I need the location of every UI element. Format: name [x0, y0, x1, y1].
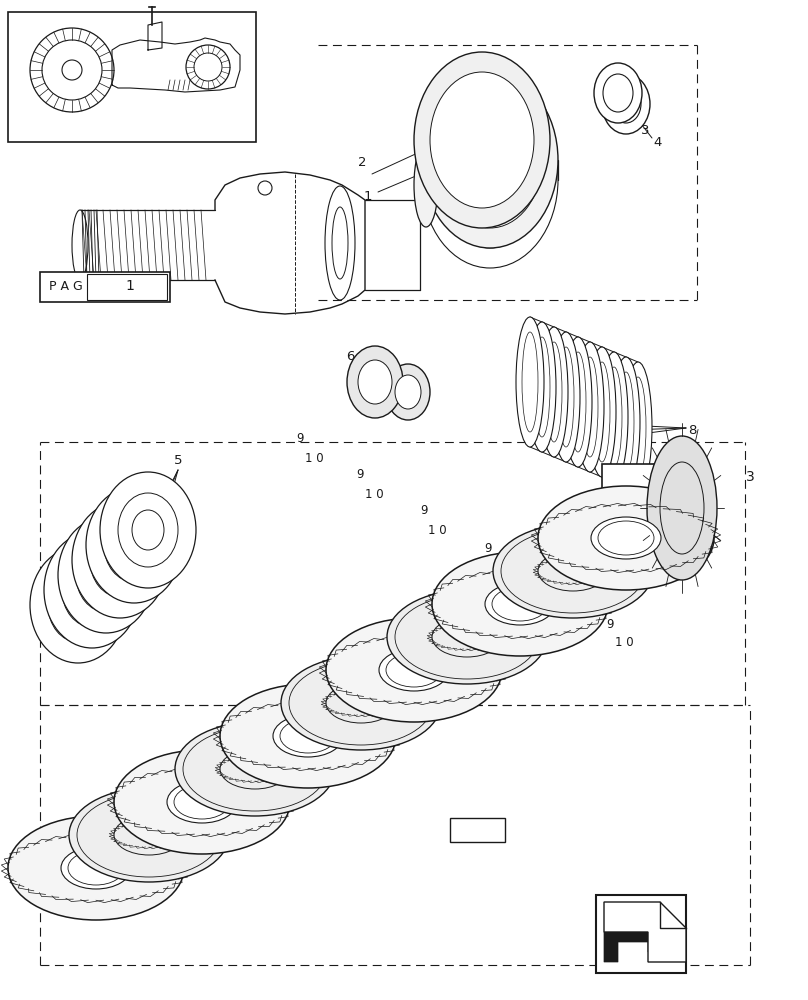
Ellipse shape — [422, 72, 558, 248]
Ellipse shape — [72, 502, 168, 618]
Ellipse shape — [72, 210, 88, 280]
Text: 3: 3 — [746, 470, 755, 484]
Ellipse shape — [564, 337, 592, 467]
Ellipse shape — [258, 181, 272, 195]
Ellipse shape — [528, 322, 556, 452]
Text: 9: 9 — [297, 432, 304, 444]
Ellipse shape — [603, 74, 633, 112]
Ellipse shape — [624, 362, 652, 492]
Text: 1 0: 1 0 — [615, 636, 633, 648]
Ellipse shape — [552, 332, 580, 462]
Ellipse shape — [326, 618, 502, 722]
Text: 9: 9 — [420, 504, 427, 516]
Ellipse shape — [86, 487, 182, 603]
Text: 1 0: 1 0 — [490, 560, 509, 574]
Ellipse shape — [516, 317, 544, 447]
Polygon shape — [604, 902, 686, 962]
Ellipse shape — [432, 552, 608, 656]
Ellipse shape — [538, 486, 714, 590]
Text: 1: 1 — [125, 279, 134, 293]
Bar — [40, 272, 170, 302]
Text: 9: 9 — [606, 617, 614, 631]
Ellipse shape — [387, 590, 547, 684]
Ellipse shape — [347, 346, 403, 418]
Text: 1 0: 1 0 — [427, 524, 446, 536]
Ellipse shape — [114, 750, 290, 854]
Ellipse shape — [273, 715, 343, 757]
Ellipse shape — [175, 722, 335, 816]
Ellipse shape — [379, 649, 449, 691]
Ellipse shape — [61, 847, 131, 889]
Text: 1 0: 1 0 — [553, 597, 571, 610]
Ellipse shape — [588, 347, 616, 477]
Ellipse shape — [611, 85, 641, 123]
Text: 7: 7 — [368, 358, 377, 370]
Text: 1 0: 1 0 — [364, 488, 383, 500]
Text: 9: 9 — [484, 542, 492, 554]
Ellipse shape — [325, 186, 355, 300]
Bar — [8, 12, 256, 142]
Ellipse shape — [281, 656, 441, 750]
Polygon shape — [604, 915, 678, 962]
Bar — [602, 464, 678, 492]
Ellipse shape — [69, 788, 229, 882]
Ellipse shape — [647, 436, 717, 580]
Text: 1: 1 — [364, 190, 372, 202]
Ellipse shape — [485, 583, 555, 625]
Ellipse shape — [395, 375, 421, 409]
Ellipse shape — [30, 547, 126, 663]
Ellipse shape — [576, 342, 604, 472]
Ellipse shape — [414, 143, 438, 227]
Text: P A G: P A G — [49, 279, 83, 292]
Ellipse shape — [220, 684, 396, 788]
Bar — [87, 274, 167, 300]
Ellipse shape — [358, 360, 392, 404]
Ellipse shape — [602, 74, 650, 134]
Ellipse shape — [58, 517, 154, 633]
Ellipse shape — [594, 63, 642, 123]
Text: 1: 1 — [473, 823, 482, 837]
Ellipse shape — [591, 517, 661, 559]
Text: 3: 3 — [641, 123, 650, 136]
Text: P A G: P A G — [625, 472, 655, 482]
Bar — [596, 895, 686, 973]
Ellipse shape — [438, 92, 542, 228]
Ellipse shape — [430, 72, 534, 208]
Ellipse shape — [600, 352, 628, 482]
Ellipse shape — [612, 357, 640, 487]
Bar — [450, 818, 505, 842]
Text: 9: 9 — [545, 578, 552, 590]
Text: 4: 4 — [654, 136, 663, 149]
Ellipse shape — [100, 472, 196, 588]
Text: 8: 8 — [688, 424, 696, 436]
Ellipse shape — [414, 52, 550, 228]
Ellipse shape — [8, 816, 184, 920]
Ellipse shape — [540, 327, 568, 457]
Ellipse shape — [386, 364, 430, 420]
Text: 2: 2 — [358, 155, 366, 168]
Ellipse shape — [44, 532, 140, 648]
Ellipse shape — [493, 524, 653, 618]
Text: 9: 9 — [356, 468, 364, 481]
Text: 1 0: 1 0 — [305, 452, 323, 464]
Text: 5: 5 — [174, 454, 183, 466]
Ellipse shape — [167, 781, 237, 823]
Text: 6: 6 — [346, 351, 354, 363]
